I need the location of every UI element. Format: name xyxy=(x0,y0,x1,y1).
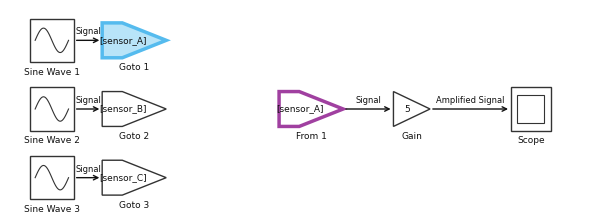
Bar xyxy=(517,95,544,123)
Text: Sine Wave 2: Sine Wave 2 xyxy=(24,136,80,145)
Text: Signal: Signal xyxy=(75,96,101,105)
Text: 5: 5 xyxy=(404,104,411,114)
Text: Scope: Scope xyxy=(517,136,545,145)
Text: From 1: From 1 xyxy=(296,132,326,141)
Polygon shape xyxy=(102,160,166,195)
Text: Signal: Signal xyxy=(356,96,381,105)
Text: [sensor_A]: [sensor_A] xyxy=(99,36,147,45)
Bar xyxy=(30,87,74,131)
Text: Signal: Signal xyxy=(75,27,101,36)
Polygon shape xyxy=(279,92,343,126)
Bar xyxy=(30,19,74,62)
Text: Amplified Signal: Amplified Signal xyxy=(436,96,504,105)
Text: [sensor_C]: [sensor_C] xyxy=(99,173,147,182)
Text: Signal: Signal xyxy=(75,165,101,174)
Bar xyxy=(511,87,551,131)
Text: Gain: Gain xyxy=(401,132,422,141)
Text: [sensor_A]: [sensor_A] xyxy=(276,104,324,114)
Text: Sine Wave 3: Sine Wave 3 xyxy=(24,205,80,214)
Text: [sensor_B]: [sensor_B] xyxy=(99,104,147,114)
Text: Sine Wave 1: Sine Wave 1 xyxy=(24,68,80,77)
Polygon shape xyxy=(102,92,166,126)
Bar xyxy=(30,156,74,199)
Text: Goto 2: Goto 2 xyxy=(119,132,149,141)
Polygon shape xyxy=(393,92,430,126)
Polygon shape xyxy=(102,23,166,58)
Text: Goto 1: Goto 1 xyxy=(119,63,149,72)
Text: Goto 3: Goto 3 xyxy=(119,201,149,209)
